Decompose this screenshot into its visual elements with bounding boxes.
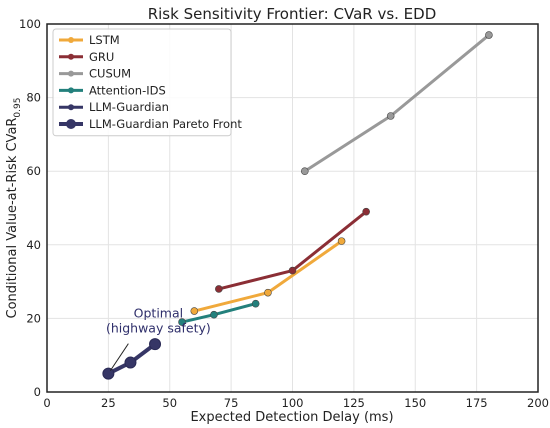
data-point-cusum xyxy=(485,31,493,39)
grid xyxy=(46,23,539,393)
series-layer xyxy=(102,31,493,380)
annotation-arrow xyxy=(109,343,129,371)
legend-marker-lstm xyxy=(68,37,74,43)
x-tick-label: 175 xyxy=(466,396,488,410)
data-point-lstm xyxy=(264,288,272,297)
legend-box xyxy=(52,28,232,137)
data-point-llm-guardian-pareto-front xyxy=(102,367,115,380)
series-llm-guardian-pareto-front xyxy=(102,338,162,380)
x-tick-label: 125 xyxy=(343,396,365,410)
data-point-lstm xyxy=(337,237,346,245)
series-attention-ids xyxy=(178,299,260,326)
legend-marker-llm-guardian xyxy=(68,104,74,111)
data-point-cusum xyxy=(300,167,309,175)
legend: LSTM GRU CUSUM Attention-IDS LLM-Guardian LLM… xyxy=(52,28,242,137)
legend-label-attention-ids: Attention-IDS xyxy=(89,83,166,97)
y-axis-title-main: Conditional Value-at-Risk CVaR xyxy=(5,118,20,319)
data-point-attention-ids xyxy=(251,299,260,308)
x-tick-label: 50 xyxy=(162,396,177,410)
data-point-llm-guardian-pareto-front xyxy=(149,338,162,351)
data-point-cusum xyxy=(386,112,395,120)
annotation-layer: Optimal(highway safety) xyxy=(106,306,211,371)
x-axis-title: Expected Detection Delay (ms) xyxy=(190,410,393,425)
annotation-text: (highway safety) xyxy=(106,321,211,336)
legend-marker-gru xyxy=(68,53,74,60)
x-tick-label: 100 xyxy=(282,396,304,410)
y-tick-label: 60 xyxy=(26,164,41,178)
legend-marker-llm-guardian-pareto-front xyxy=(66,119,76,129)
data-point-gru xyxy=(215,285,223,293)
data-point-attention-ids xyxy=(210,310,218,319)
data-point-llm-guardian-pareto-front xyxy=(124,356,137,369)
data-point-lstm xyxy=(190,307,199,315)
x-tick-label: 25 xyxy=(101,396,116,410)
legend-marker-cusum xyxy=(68,70,74,77)
x-tick-label: 150 xyxy=(404,396,426,410)
legend-label-llm-guardian-pareto-front: LLM-Guardian Pareto Front xyxy=(89,117,242,131)
plot-frame xyxy=(46,23,539,393)
data-point-attention-ids xyxy=(178,318,186,326)
x-tick-label: 200 xyxy=(527,396,549,410)
legend-label-lstm: LSTM xyxy=(89,33,120,47)
series-line-cusum xyxy=(303,33,491,173)
series-cusum xyxy=(300,31,493,175)
annotation-text: Optimal xyxy=(134,306,183,321)
chart-title: Risk Sensitivity Frontier: CVaR vs. EDD xyxy=(148,5,437,23)
y-tick-label: 100 xyxy=(19,17,41,31)
data-point-gru xyxy=(288,266,297,275)
y-axis-title: Conditional Value-at-Risk CVaR0.95 xyxy=(5,98,23,319)
y-tick-label: 80 xyxy=(26,91,41,105)
ticks: 0 25 50 75 100 125 150 175 200 0 20 40 60 80 100 xyxy=(19,17,549,410)
legend-label-gru: GRU xyxy=(89,50,114,64)
series-lstm xyxy=(190,237,346,315)
x-tick-label: 75 xyxy=(224,396,239,410)
legend-label-llm-guardian: LLM-Guardian xyxy=(89,100,169,114)
x-tick-label: 0 xyxy=(43,396,50,410)
y-tick-label: 0 xyxy=(34,385,41,399)
legend-marker-attention-ids xyxy=(68,87,74,94)
data-point-gru xyxy=(362,207,370,216)
y-tick-label: 20 xyxy=(26,311,41,325)
series-gru xyxy=(215,207,370,293)
legend-label-cusum: CUSUM xyxy=(89,67,131,81)
y-tick-label: 40 xyxy=(26,238,41,252)
y-axis-title-subscript: 0.95 xyxy=(13,98,23,118)
